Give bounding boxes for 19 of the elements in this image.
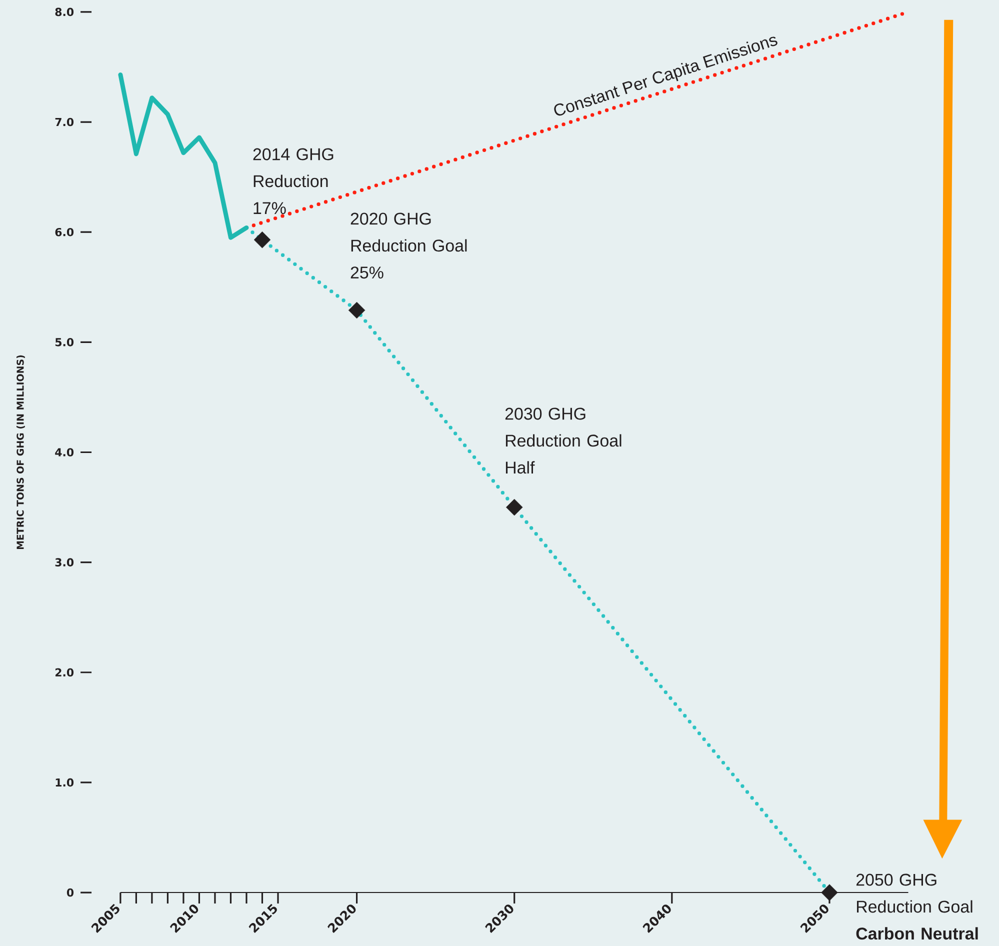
point <box>348 302 366 318</box>
annotation: 2020 GHG Reduction Goal 25% <box>350 212 467 278</box>
y-tick-label: 0 <box>66 888 74 896</box>
y-tick-label: 7.0 <box>55 118 74 126</box>
y-tick-label: 4.0 <box>55 448 74 456</box>
annotation: 2014 GHG Reduction 17% <box>253 148 334 214</box>
line-series <box>118 72 249 240</box>
y-tick-label: 2.0 <box>55 668 74 676</box>
y-tick-label: 3.0 <box>55 558 74 566</box>
annotation: 2030 GHG Reduction Goal Half <box>505 408 622 474</box>
point <box>506 498 523 516</box>
y-tick-label: 8.0 <box>55 8 74 16</box>
y-tick-label: 5.0 <box>55 338 74 346</box>
y-tick-label: 1.0 <box>56 778 74 786</box>
point <box>254 231 271 248</box>
point <box>821 884 838 901</box>
y-tick-label: 6.0 <box>55 228 74 236</box>
annotation: 2050 GHG Reduction Goal Carbon Neutral <box>856 874 978 940</box>
y-axis-title: METRIC TONS OF GHG (IN MILLIONS) <box>16 355 25 549</box>
